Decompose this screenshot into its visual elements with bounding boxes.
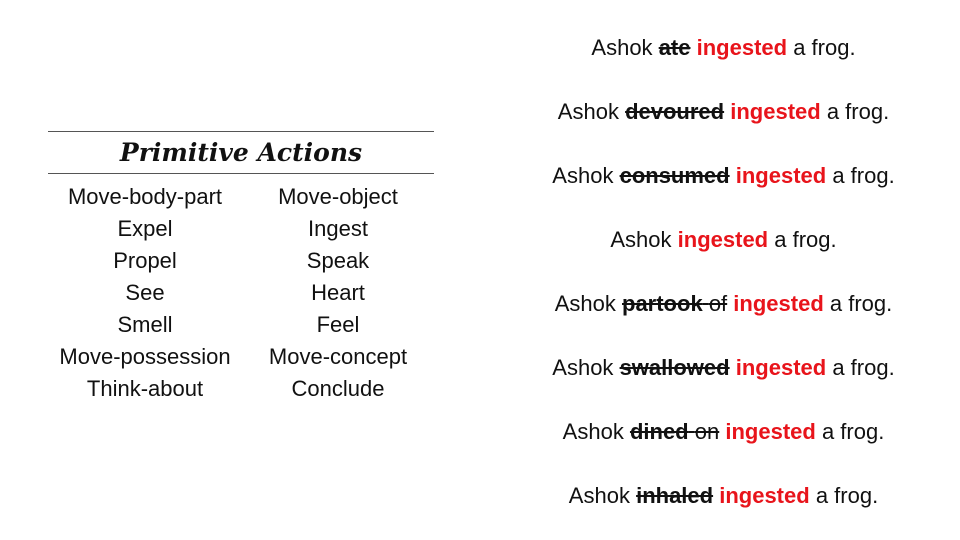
action-item: Ingest	[308, 216, 368, 241]
struck-verb: swallowed	[619, 355, 730, 380]
replacement-verb: ingested	[725, 419, 816, 444]
action-item: Feel	[316, 312, 360, 337]
struck-preposition: of	[708, 291, 728, 316]
sentence-subject: Ashok	[552, 355, 614, 380]
left-column: Move-body-part Expel Propel See Smell Mo…	[48, 181, 242, 405]
struck-preposition: on	[694, 419, 720, 444]
table-title: Primitive Actions	[119, 138, 363, 167]
sentence-rest: a frog.	[826, 99, 890, 124]
action-item: Expel	[117, 216, 173, 241]
replacement-verb: ingested	[696, 35, 788, 60]
sentence: Ashok consumed ingested a frog.	[500, 157, 947, 221]
struck-verb: dined	[629, 419, 689, 444]
sentence: Ashok inhaled ingested a frog.	[500, 477, 947, 540]
struck-verb: inhaled	[636, 483, 714, 508]
sentence: Ashok dined on ingested a frog.	[500, 413, 947, 477]
sentence-subject: Ashok	[557, 99, 619, 124]
action-item: Heart	[311, 280, 365, 305]
sentence: Ashok ingested a frog.	[500, 221, 947, 285]
action-item: See	[125, 280, 165, 305]
action-item: Move-concept	[268, 344, 408, 369]
sentence-list: Ashok ate ingested a frog. Ashok devoure…	[500, 29, 947, 540]
sentence-rest: a frog.	[821, 419, 885, 444]
sentence: Ashok swallowed ingested a frog.	[500, 349, 947, 413]
right-column: Move-object Ingest Speak Heart Feel Move…	[242, 181, 434, 405]
sentence-rest: a frog.	[815, 483, 879, 508]
sentence-subject: Ashok	[591, 35, 653, 60]
action-item: Conclude	[291, 376, 385, 401]
sentence-subject: Ashok	[552, 163, 614, 188]
sentence-subject: Ashok	[554, 291, 616, 316]
table-columns: Move-body-part Expel Propel See Smell Mo…	[48, 174, 434, 405]
action-item: Think-about	[86, 376, 204, 401]
sentence: Ashok devoured ingested a frog.	[500, 93, 947, 157]
sentence-subject: Ashok	[562, 419, 624, 444]
sentence-rest: a frog.	[829, 291, 893, 316]
struck-verb: consumed	[619, 163, 730, 188]
action-item: Smell	[117, 312, 173, 337]
replacement-verb: ingested	[735, 163, 827, 188]
sentence: Ashok ate ingested a frog.	[500, 29, 947, 93]
action-item: Move-possession	[59, 344, 231, 369]
sentence-rest: a frog.	[793, 35, 856, 60]
sentence-rest: a frog.	[832, 163, 895, 188]
action-item: Propel	[113, 248, 177, 273]
replacement-verb: ingested	[735, 355, 827, 380]
primitive-actions-table: Primitive Actions Move-body-part Expel P…	[48, 131, 434, 405]
action-item: Move-body-part	[67, 184, 223, 209]
action-item: Speak	[306, 248, 370, 273]
replacement-verb: ingested	[733, 291, 824, 316]
replacement-verb: ingested	[730, 99, 821, 124]
table-header-rule	[48, 173, 434, 174]
sentence: Ashok partook of ingested a frog.	[500, 285, 947, 349]
struck-verb: ate	[658, 35, 691, 60]
action-item: Move-object	[278, 184, 398, 209]
sentence-subject: Ashok	[568, 483, 630, 508]
struck-verb: devoured	[625, 99, 725, 124]
sentence-rest: a frog.	[774, 227, 837, 252]
replacement-verb: ingested	[677, 227, 769, 252]
struck-verb: partook	[622, 291, 703, 316]
table-top-rule	[48, 131, 434, 132]
sentence-rest: a frog.	[832, 355, 895, 380]
sentence-subject: Ashok	[610, 227, 672, 252]
replacement-verb: ingested	[719, 483, 810, 508]
